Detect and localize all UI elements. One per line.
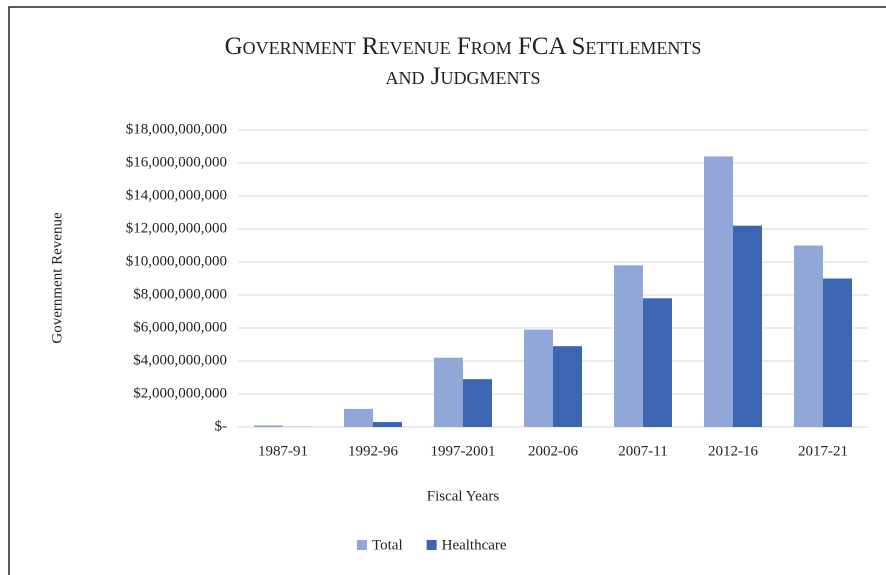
y-tick-label: $12,000,000,000 <box>126 220 227 236</box>
y-tick-label: $6,000,000,000 <box>133 319 227 335</box>
y-tick-label: $2,000,000,000 <box>133 385 227 401</box>
x-tick-label: 1997-2001 <box>431 443 496 459</box>
x-tick-label: 2012-16 <box>708 443 758 459</box>
y-tick-label: $14,000,000,000 <box>126 187 227 203</box>
x-tick-label: 2017-21 <box>798 443 848 459</box>
bar <box>524 329 553 427</box>
y-tick-label: $8,000,000,000 <box>133 286 227 302</box>
x-axis-label: Fiscal Years <box>427 488 500 504</box>
bar <box>643 298 672 427</box>
y-tick-label: $4,000,000,000 <box>133 352 227 368</box>
x-tick-label: 2007-11 <box>618 443 667 459</box>
bar <box>823 278 852 427</box>
bar <box>614 265 643 427</box>
y-tick-label: $16,000,000,000 <box>126 154 227 170</box>
x-tick-label: 1992-96 <box>348 443 398 459</box>
legend-swatch <box>357 540 367 550</box>
frame <box>8 6 886 575</box>
y-axis-label: Government Revenue <box>49 212 65 344</box>
y-tick-label: $- <box>215 418 228 434</box>
bar <box>344 408 373 427</box>
bar <box>704 156 733 427</box>
bar <box>373 422 402 427</box>
legend-swatch <box>426 540 437 550</box>
y-tick-label: $18,000,000,000 <box>126 121 227 137</box>
legend-label: Total <box>372 537 403 553</box>
bar <box>794 245 823 427</box>
x-tick-label: 2002-06 <box>528 443 578 459</box>
y-tick-label: $10,000,000,000 <box>126 253 227 269</box>
x-tick-label: 1987-91 <box>258 443 308 459</box>
bar <box>553 346 582 427</box>
bar <box>434 357 463 427</box>
bar <box>254 425 283 427</box>
bar <box>463 379 492 427</box>
chart-title: Government Revenue From FCA Settlements … <box>224 33 702 90</box>
legend-label: Healthcare <box>442 537 507 553</box>
bar <box>733 225 762 427</box>
